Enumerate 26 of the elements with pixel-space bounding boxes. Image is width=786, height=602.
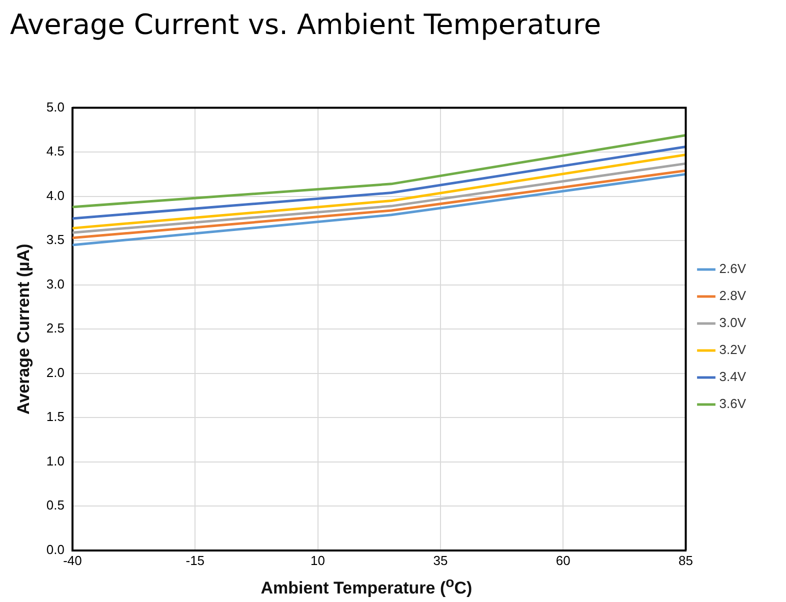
legend-label: 2.8V [719,288,746,304]
y-axis-title: Average Current (µA) [14,244,33,414]
y-tick-label: 1.0 [46,453,64,468]
x-tick-label: -40 [63,552,82,568]
y-tick-label: 2.0 [46,364,64,380]
y-tick-label: 1.5 [46,409,64,424]
x-axis-title: Ambient Temperature ($^{o}$C) [260,575,474,599]
y-tick-label: 4.5 [46,144,64,159]
x-tick-label: 10 [310,552,326,568]
y-tick-label: 3.0 [46,276,64,292]
y-tick-label: 0.0 [46,542,64,557]
chart-title: Average Current vs. Ambient Temperature [10,8,602,41]
y-tick-label: 4.0 [46,188,64,203]
y-tick-label: 5.0 [46,99,64,114]
y-tick-label: 3.5 [46,232,64,248]
x-tick-label: 85 [678,552,693,568]
y-tick-label: 2.5 [46,320,64,336]
legend-label: 3.6V [719,396,746,412]
x-tick-label: 35 [433,552,448,568]
x-tick-label: -15 [186,552,205,568]
x-tick-label: 60 [556,552,570,568]
y-tick-label: 0.5 [46,498,64,513]
legend-label: 2.6V [719,261,746,276]
legend-label: 3.0V [719,315,746,330]
legend-label: 3.2V [719,342,746,358]
legend-label: 3.4V [719,369,746,384]
